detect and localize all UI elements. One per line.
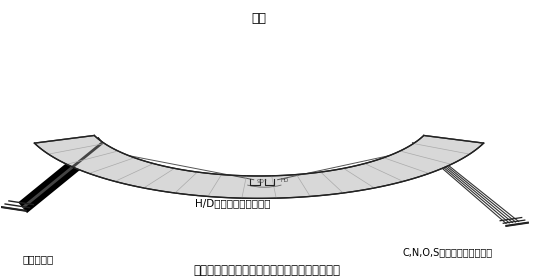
Text: C,N,O,S用イオンコレクター: C,N,O,S用イオンコレクター xyxy=(403,247,493,257)
Text: 90°: 90° xyxy=(256,179,267,184)
Text: 高精度安定同位体比質量分析計のイオン光学系: 高精度安定同位体比質量分析計のイオン光学系 xyxy=(193,264,341,277)
Text: H/D用イオンコレクター: H/D用イオンコレクター xyxy=(195,198,270,208)
Polygon shape xyxy=(34,136,484,198)
Text: イオン化室: イオン化室 xyxy=(22,254,54,264)
Text: HO: HO xyxy=(280,178,289,183)
Text: 磁場: 磁場 xyxy=(252,12,266,25)
